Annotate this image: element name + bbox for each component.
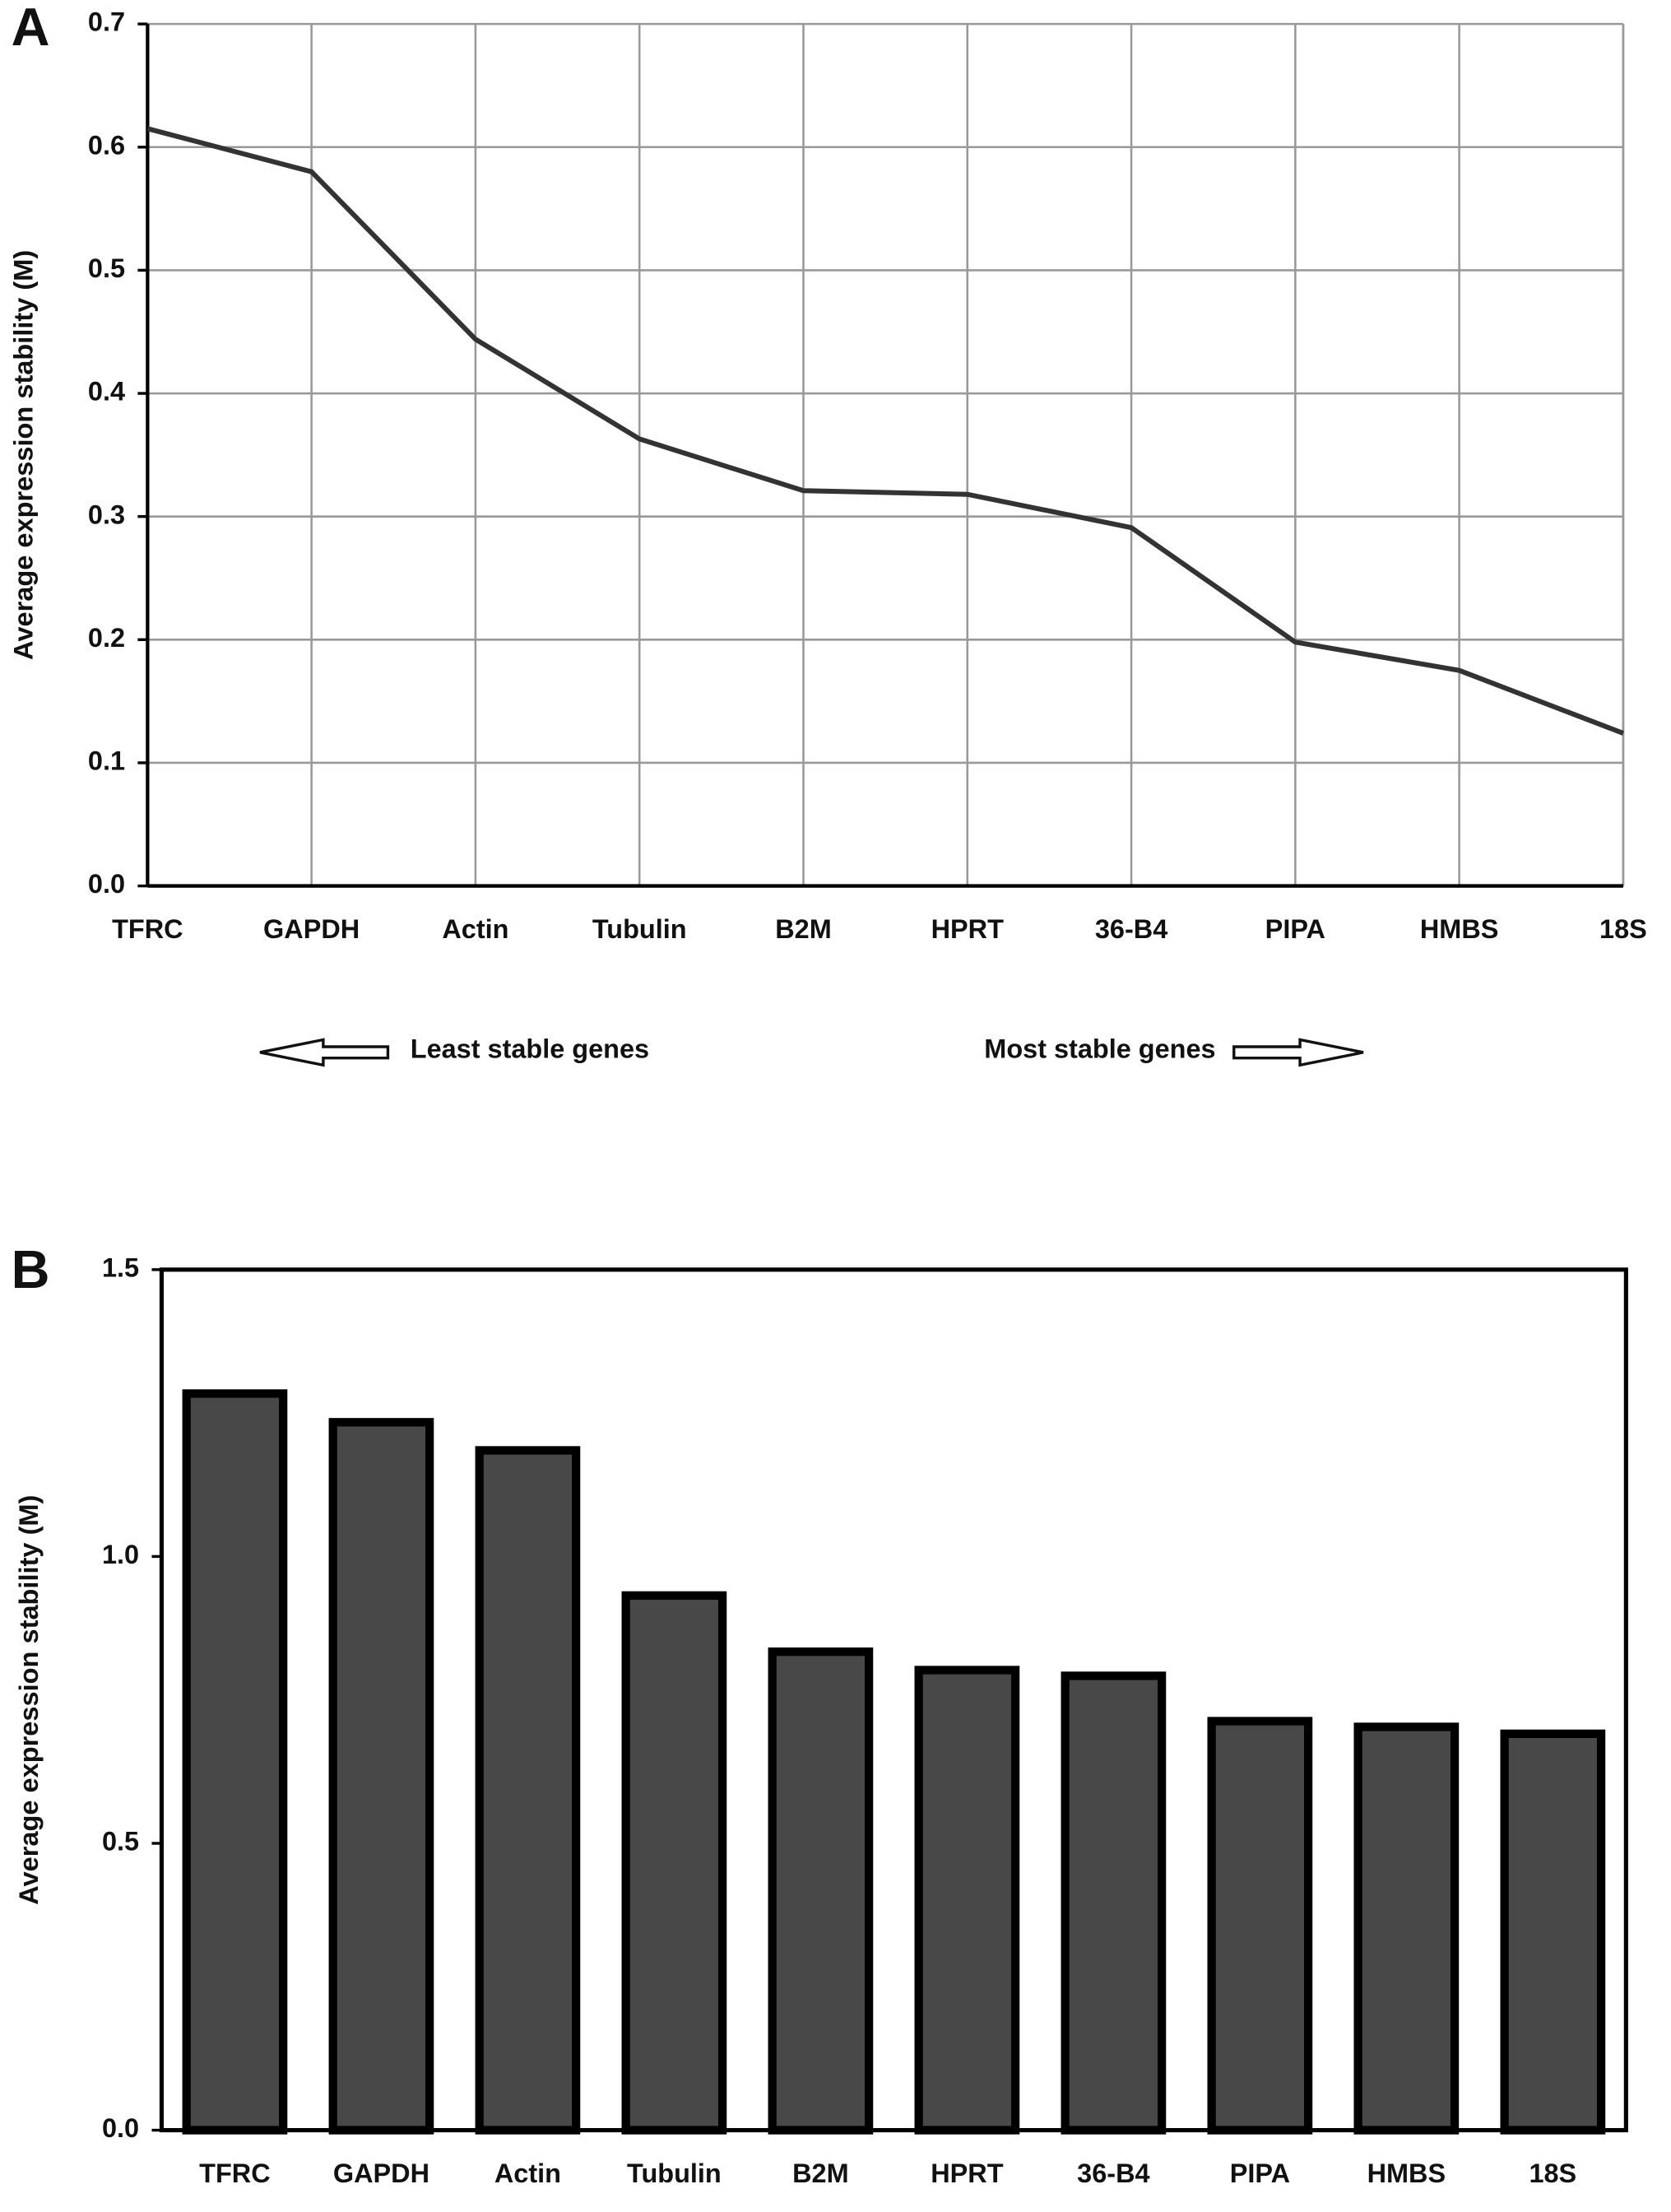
x-tick-label: B2M bbox=[792, 2159, 849, 2188]
y-tick-label: 0.1 bbox=[88, 746, 125, 775]
x-tick-label: 36-B4 bbox=[1095, 914, 1167, 944]
bar bbox=[328, 1418, 434, 2135]
x-tick-label: PIPA bbox=[1230, 2159, 1290, 2188]
y-tick-label: 0.2 bbox=[88, 623, 125, 653]
panel-label: A bbox=[12, 0, 50, 57]
bar bbox=[182, 1389, 288, 2135]
y-tick-label: 0.4 bbox=[88, 377, 125, 407]
y-tick-label: 1.0 bbox=[102, 1540, 139, 1569]
x-tick-label: Actin bbox=[494, 2159, 561, 2188]
bar bbox=[1207, 1717, 1313, 2135]
bar bbox=[1353, 1722, 1460, 2135]
x-tick-label: GAPDH bbox=[333, 2159, 429, 2188]
x-tick-label: B2M bbox=[775, 914, 832, 944]
y-tick-label: 0.7 bbox=[88, 7, 125, 37]
y-tick-label: 0.5 bbox=[102, 1827, 139, 1856]
x-tick-label: Tubulin bbox=[627, 2159, 722, 2188]
x-tick-label: GAPDH bbox=[263, 914, 360, 944]
x-tick-label: Actin bbox=[442, 914, 508, 944]
x-tick-label: 36-B4 bbox=[1077, 2159, 1149, 2188]
x-tick-label: HPRT bbox=[931, 914, 1004, 944]
bar bbox=[1500, 1729, 1606, 2135]
left-arrow bbox=[259, 1038, 390, 1067]
right-arrow bbox=[1232, 1038, 1364, 1067]
x-tick-label: PIPA bbox=[1265, 914, 1325, 944]
x-tick-label: 18S bbox=[1599, 914, 1647, 944]
y-tick-label: 0.5 bbox=[88, 253, 125, 283]
annotation: Least stable genes bbox=[411, 1034, 649, 1064]
x-tick-label: TFRC bbox=[112, 914, 183, 944]
y-tick-label: 1.5 bbox=[102, 1252, 139, 1282]
x-tick-label: TFRC bbox=[199, 2159, 271, 2188]
bar bbox=[1061, 1671, 1167, 2135]
y-tick-label: 0.0 bbox=[88, 869, 125, 899]
y-axis-label: Average expression stability (M) bbox=[8, 250, 38, 660]
y-tick-label: 0.0 bbox=[102, 2113, 139, 2143]
y-axis-label: Average expression stability (M) bbox=[14, 1495, 44, 1905]
y-tick-label: 0.3 bbox=[88, 500, 125, 529]
panel-label: B bbox=[12, 1239, 50, 1299]
x-tick-label: HPRT bbox=[931, 2159, 1003, 2188]
bar bbox=[475, 1446, 581, 2135]
bar bbox=[621, 1591, 727, 2135]
x-tick-label: HMBS bbox=[1367, 2159, 1446, 2188]
annotation: Most stable genes bbox=[984, 1034, 1215, 1064]
line bbox=[146, 126, 1624, 736]
y-tick-label: 0.6 bbox=[88, 130, 125, 160]
x-tick-label: Tubulin bbox=[592, 914, 687, 944]
bar bbox=[914, 1666, 1020, 2135]
x-tick-label: HMBS bbox=[1420, 914, 1499, 944]
bar bbox=[768, 1647, 874, 2135]
x-tick-label: 18S bbox=[1529, 2159, 1576, 2188]
